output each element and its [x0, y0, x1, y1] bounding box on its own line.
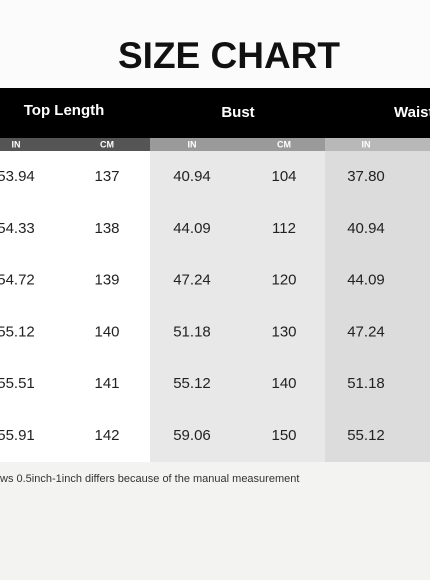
- column-band: [150, 151, 325, 462]
- cell: 112: [272, 220, 296, 237]
- cell: 47.24: [173, 272, 211, 289]
- note: ws 0.5inch-1inch differs because of the …: [0, 473, 299, 485]
- cell: 37.80: [347, 168, 385, 185]
- cell: 55.12: [173, 375, 211, 392]
- cell: 120: [271, 272, 296, 289]
- cell: 40.94: [347, 220, 385, 237]
- cell: 141: [94, 375, 119, 392]
- unit-band: [150, 138, 325, 151]
- cell: 140: [94, 323, 119, 340]
- group-header: Bust: [221, 104, 254, 121]
- cell: 140: [271, 375, 296, 392]
- cell: 139: [94, 272, 119, 289]
- title-band: [0, 0, 430, 88]
- cell: 137: [94, 168, 119, 185]
- unit-label: CM: [100, 139, 114, 149]
- cell: 53.94: [0, 168, 35, 185]
- cell: 54.72: [0, 272, 35, 289]
- group-header: Waist: [394, 104, 430, 121]
- unit-band: [0, 138, 150, 151]
- title: SIZE CHART: [118, 35, 340, 76]
- unit-label: IN: [188, 139, 197, 149]
- cell: 51.18: [173, 323, 211, 340]
- unit-band: [325, 138, 430, 151]
- column-band: [325, 151, 430, 462]
- cell: 55.51: [0, 375, 35, 392]
- cell: 59.06: [173, 427, 211, 444]
- cell: 104: [271, 168, 296, 185]
- column-band: [0, 151, 150, 462]
- header-band: [0, 88, 430, 138]
- cell: 55.12: [0, 323, 35, 340]
- cell: 44.09: [347, 272, 385, 289]
- group-header: Top Length: [24, 102, 105, 119]
- cell: 47.24: [347, 323, 385, 340]
- cell: 55.12: [347, 427, 385, 444]
- unit-label: CM: [277, 139, 291, 149]
- cell: 142: [94, 427, 119, 444]
- cell: 44.09: [173, 220, 211, 237]
- cell: 54.33: [0, 220, 35, 237]
- cell: 150: [271, 427, 296, 444]
- cell: 40.94: [173, 168, 211, 185]
- table-body: IN CM IN CM IN 53.94 137 40.94 104 37.80 54.33 138 4…: [0, 139, 385, 444]
- cell: 51.18: [347, 375, 385, 392]
- cell: 130: [271, 323, 296, 340]
- cell: 55.91: [0, 427, 35, 444]
- unit-label: IN: [362, 139, 371, 149]
- cell: 138: [94, 220, 119, 237]
- unit-label: IN: [12, 139, 21, 149]
